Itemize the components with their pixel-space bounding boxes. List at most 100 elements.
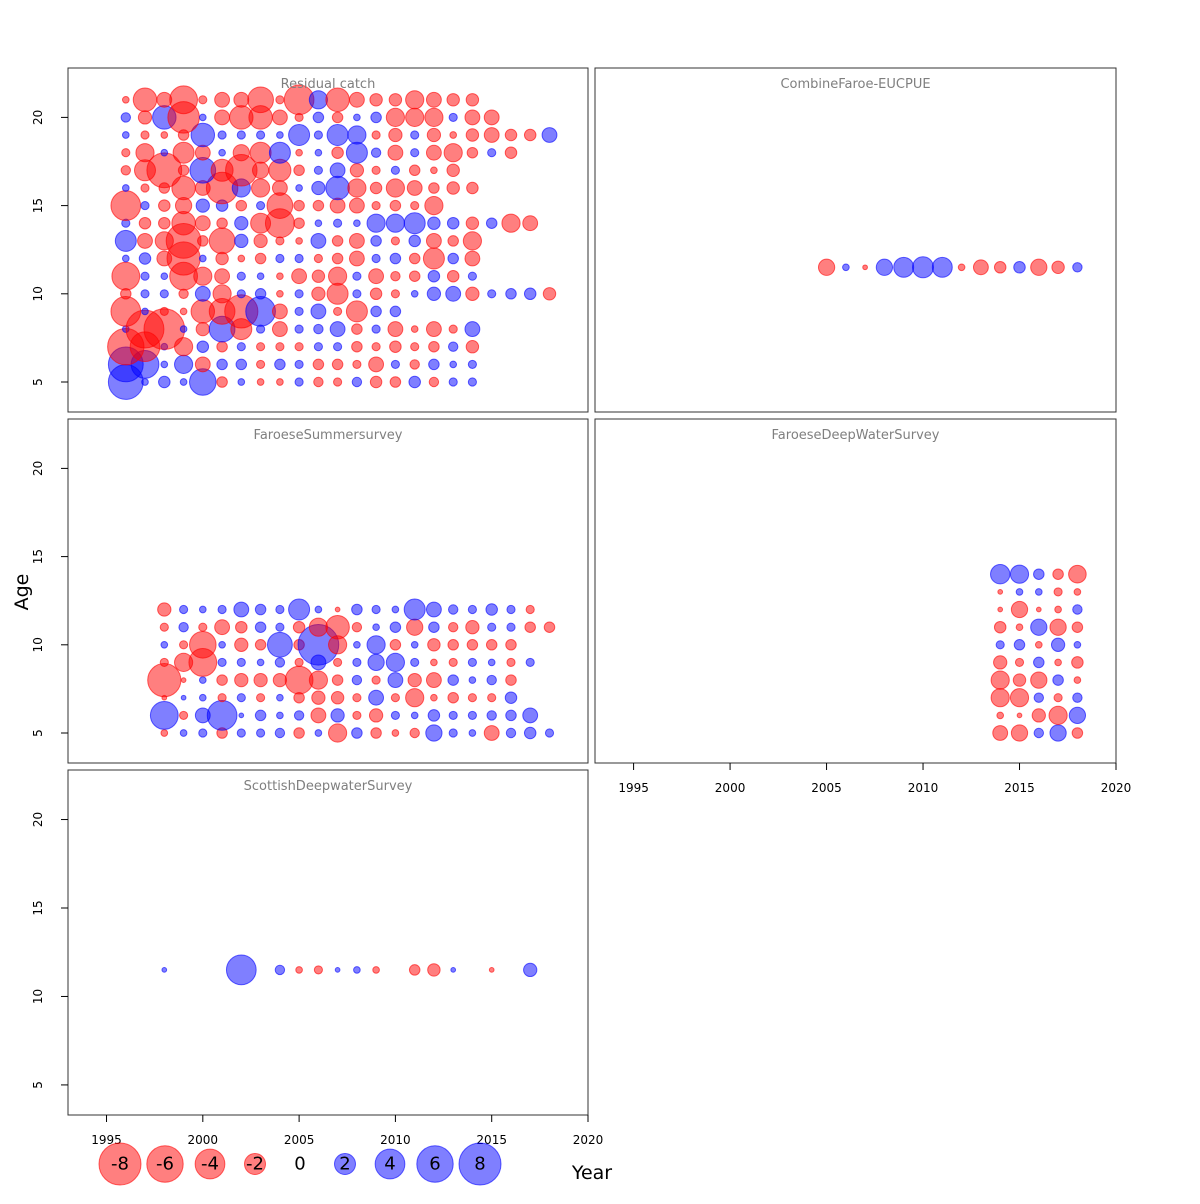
legend-bubble (146, 1145, 184, 1183)
residual-bubble (467, 657, 477, 667)
residual-bubble (468, 676, 477, 684)
residual-bubble (1016, 712, 1023, 719)
residual-bubble (308, 617, 328, 637)
residual-bubble (427, 709, 441, 722)
residual-bubble (424, 196, 444, 216)
residual-bubble (251, 161, 270, 179)
residual-bubble (314, 219, 323, 228)
residual-bubble (271, 109, 288, 126)
residual-bubble (234, 216, 249, 231)
residual-bubble (447, 235, 459, 247)
residual-bubble (195, 321, 210, 337)
y-tick-label: 10 (31, 637, 45, 652)
residual-bubble (403, 598, 426, 621)
residual-bubble (206, 700, 238, 731)
residual-bubble (1072, 692, 1083, 703)
residual-bubble (333, 377, 343, 387)
residual-bubble (465, 286, 480, 301)
residual-bubble (294, 342, 304, 352)
residual-bubble (446, 269, 460, 283)
residual-bubble (276, 711, 284, 720)
residual-bubble (405, 90, 425, 110)
residual-bubble (348, 197, 365, 214)
residual-bubble (121, 131, 130, 139)
residual-bubble (329, 321, 346, 338)
residual-bubble (352, 657, 362, 667)
residual-bubble (333, 218, 343, 228)
residual-bubble (310, 303, 327, 320)
residual-bubble (483, 725, 500, 741)
residual-bubble (1052, 674, 1064, 686)
residual-bubble (390, 710, 400, 720)
residual-bubble (1034, 640, 1043, 649)
residual-bubble (325, 175, 350, 201)
residual-bubble (931, 256, 953, 278)
residual-bubble (141, 307, 149, 316)
legend-bubble (416, 1145, 454, 1183)
residual-bubble (178, 622, 189, 633)
residual-bubble (121, 95, 130, 104)
x-tick-label: 2005 (284, 1133, 315, 1147)
residual-bubble (268, 141, 291, 164)
residual-bubble (274, 964, 286, 976)
residual-bubble (487, 148, 497, 158)
residual-bubble (368, 268, 385, 285)
residual-bubble (256, 658, 265, 667)
residual-bubble (522, 215, 539, 232)
residual-bubble (234, 672, 249, 688)
residual-bubble (352, 289, 362, 299)
residual-bubble (351, 376, 363, 388)
residual-bubble (330, 690, 345, 705)
residual-bubble (216, 376, 228, 388)
residual-bubble (993, 620, 1007, 634)
residual-bubble (158, 216, 171, 230)
residual-bubble (467, 604, 477, 615)
residual-bubble (245, 296, 276, 327)
residual-bubble (275, 95, 285, 105)
residual-bubble (875, 258, 894, 276)
residual-bubble (198, 254, 207, 263)
residual-bubble (430, 693, 438, 702)
residual-bubble (238, 712, 245, 719)
residual-bubble (468, 729, 477, 737)
residual-bubble (391, 605, 400, 614)
residual-bubble (293, 727, 305, 739)
residual-bubble (254, 288, 267, 300)
y-tick-label: 10 (31, 286, 45, 301)
residual-bubble (447, 674, 459, 686)
residual-bubble (464, 250, 481, 267)
residual-bubble (120, 165, 132, 176)
panel-frame (67, 67, 589, 413)
residual-bubble (466, 639, 479, 651)
residual-bubble (1035, 606, 1042, 613)
residual-bubble (408, 964, 421, 976)
residual-bubble (308, 670, 328, 690)
residual-bubble (430, 658, 438, 667)
residual-bubble (990, 564, 1011, 585)
residual-bubble (294, 359, 304, 369)
residual-bubble (254, 603, 267, 616)
residual-bubble (293, 217, 305, 229)
residual-bubble (406, 180, 423, 196)
residual-bubble (389, 199, 402, 212)
x-tick-label: 2010 (908, 781, 939, 795)
residual-bubble (135, 143, 155, 163)
residual-bubble (189, 368, 217, 396)
residual-bubble (271, 321, 288, 338)
residual-bubble (345, 300, 368, 323)
residual-bubble (388, 127, 403, 143)
residual-bubble (345, 141, 368, 164)
residual-bubble (1009, 688, 1030, 708)
residual-bubble (159, 657, 169, 667)
residual-bubble (313, 165, 323, 175)
residual-bubble (216, 674, 228, 686)
residual-bubble (408, 234, 421, 248)
residual-bubble (233, 601, 250, 618)
residual-bubble (389, 376, 402, 388)
residual-bubble (325, 614, 350, 640)
residual-bubble (159, 622, 169, 632)
residual-bubble (254, 252, 267, 265)
residual-bubble (347, 178, 367, 198)
residual-bubble (275, 342, 285, 352)
